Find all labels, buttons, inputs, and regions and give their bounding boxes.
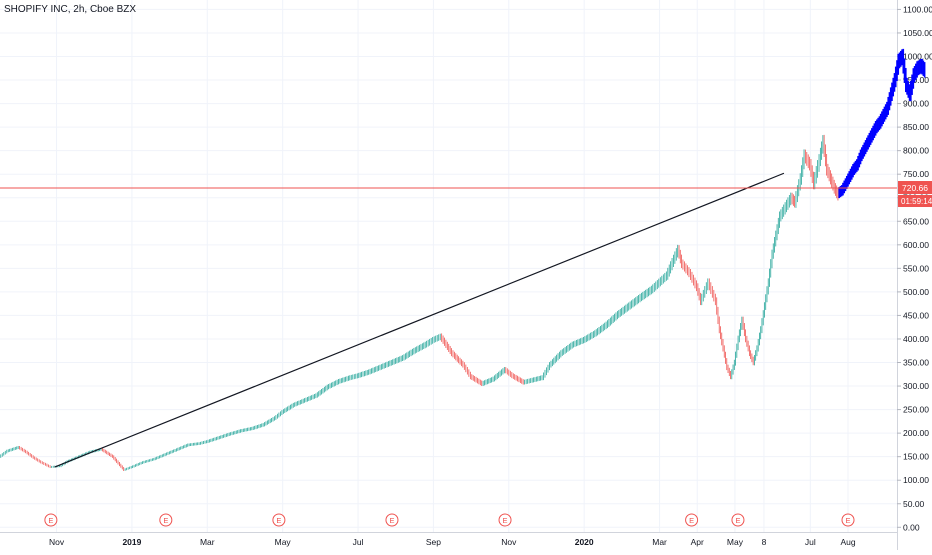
- earnings-marker[interactable]: [841, 513, 855, 527]
- trendline[interactable]: [54, 172, 785, 468]
- time-tick-label: Apr: [691, 537, 704, 547]
- countdown-label: 01:59:14: [901, 197, 932, 206]
- earnings-marker-label: E: [845, 516, 850, 525]
- earnings-marker[interactable]: [685, 513, 699, 527]
- earnings-marker[interactable]: [44, 513, 58, 527]
- time-tick-label: 2019: [122, 537, 141, 547]
- price-tick-label: 1100.00: [903, 4, 932, 14]
- countdown-badge: [898, 195, 932, 208]
- time-tick-label: Mar: [200, 537, 215, 547]
- earnings-marker[interactable]: [731, 513, 745, 527]
- earnings-marker-label: E: [276, 516, 281, 525]
- price-tick-label: 450.00: [903, 310, 929, 320]
- price-axis-bg: [897, 0, 932, 550]
- earnings-marker-label: E: [48, 516, 53, 525]
- price-tick-label: 100.00: [903, 475, 929, 485]
- price-tick-label: 750.00: [903, 169, 929, 179]
- earnings-marker[interactable]: [498, 513, 512, 527]
- price-tick-label: 0.00: [903, 522, 920, 532]
- time-tick-label: Aug: [840, 537, 855, 547]
- time-tick-label: Sep: [426, 537, 441, 547]
- time-tick-label: May: [727, 537, 744, 547]
- time-tick-label: May: [275, 537, 292, 547]
- price-tick-label: 900.00: [903, 99, 929, 109]
- time-tick-label: Jul: [805, 537, 816, 547]
- price-tick-label: 850.00: [903, 122, 929, 132]
- earnings-marker-label: E: [735, 516, 740, 525]
- time-tick-label: 2020: [575, 537, 594, 547]
- time-tick-label: Mar: [652, 537, 667, 547]
- time-tick-label: Nov: [501, 537, 517, 547]
- price-tick-label: 50.00: [903, 499, 925, 509]
- time-tick-label: Nov: [49, 537, 65, 547]
- price-tick-label: 950.00: [903, 75, 929, 85]
- time-tick-label: 8: [762, 537, 767, 547]
- price-tick-label: 500.00: [903, 287, 929, 297]
- price-tick-label: 1000.00: [903, 51, 932, 61]
- price-tick-label: 600.00: [903, 240, 929, 250]
- price-tick-label: 150.00: [903, 452, 929, 462]
- price-tick-label: 350.00: [903, 358, 929, 368]
- earnings-marker-label: E: [389, 516, 394, 525]
- price-tick-label: 250.00: [903, 405, 929, 415]
- price-tick-label: 550.00: [903, 263, 929, 273]
- price-tick-label: 1050.00: [903, 28, 932, 38]
- symbol-title: SHOPIFY INC, 2h, Cboe BZX: [4, 4, 137, 15]
- price-tick-label: 650.00: [903, 216, 929, 226]
- price-tick-label: 800.00: [903, 146, 929, 156]
- last-price-badge: [898, 181, 932, 195]
- earnings-marker-label: E: [503, 516, 508, 525]
- price-tick-label: 200.00: [903, 428, 929, 438]
- earnings-marker-label: E: [689, 516, 694, 525]
- price-tick-label: 400.00: [903, 334, 929, 344]
- time-tick-label: Jul: [353, 537, 364, 547]
- price-tick-label: 300.00: [903, 381, 929, 391]
- earnings-marker[interactable]: [159, 513, 173, 527]
- earnings-marker[interactable]: [272, 513, 286, 527]
- last-price-label: 720.66: [902, 183, 928, 193]
- earnings-marker-label: E: [163, 516, 168, 525]
- earnings-marker[interactable]: [385, 513, 399, 527]
